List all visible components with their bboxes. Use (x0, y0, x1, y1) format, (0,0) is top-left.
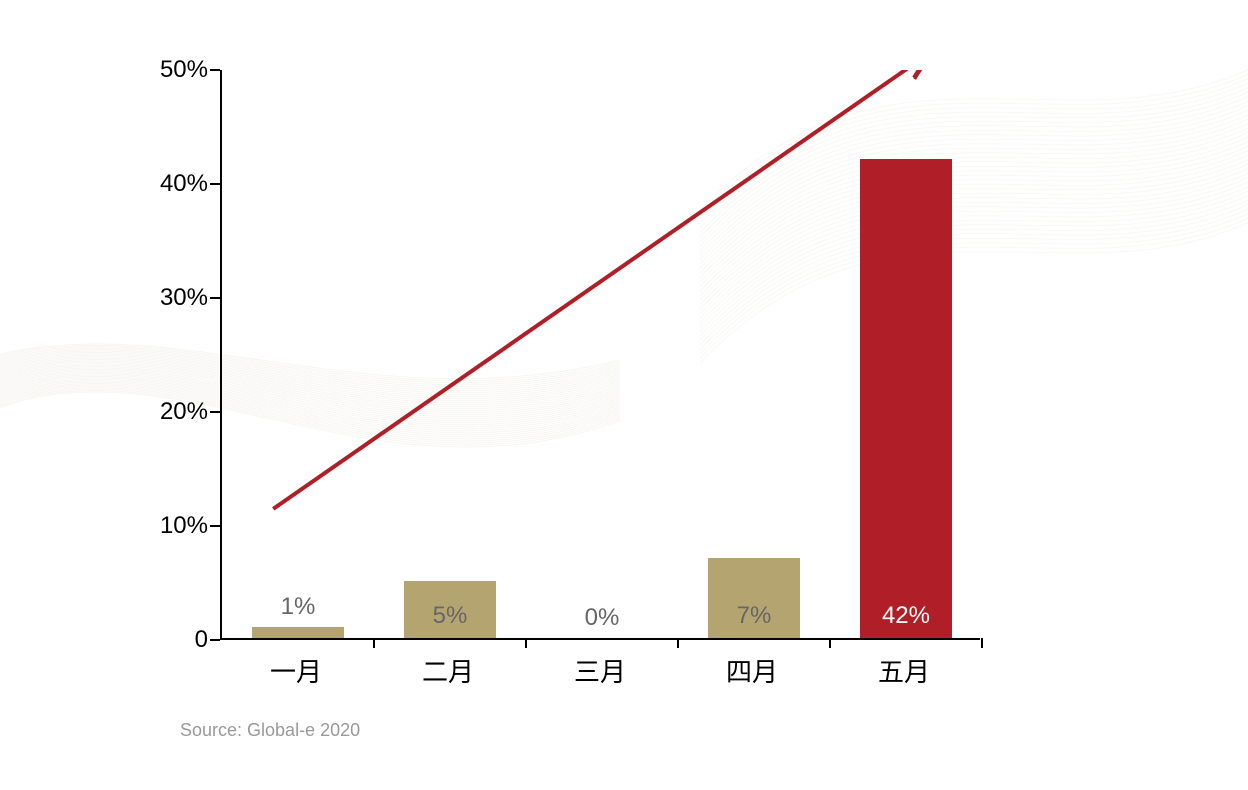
y-axis-label: 0 (148, 626, 208, 654)
y-axis-label: 50% (148, 56, 208, 84)
bar-value-label: 0% (556, 604, 647, 632)
x-tick (829, 638, 831, 648)
bar-chart: 1%5%0%7%42% 010%20%30%40%50%一月二月三月四月五月 (180, 70, 980, 670)
y-tick (210, 69, 220, 71)
x-axis-label: 五月 (878, 652, 930, 689)
bar-value-label: 1% (252, 593, 343, 621)
source-citation: Source: Global-e 2020 (180, 720, 360, 741)
plot-area: 1% 5% 0% 7% 42% (220, 70, 980, 640)
bar-value-label: 42% (860, 602, 951, 630)
y-axis-label: 40% (148, 170, 208, 198)
bar-value-label: 7% (708, 602, 799, 630)
bar: 42% (860, 159, 951, 638)
y-axis-label: 30% (148, 284, 208, 312)
bar-value-label: 5% (404, 602, 495, 630)
y-axis-label: 10% (148, 512, 208, 540)
x-axis-label: 三月 (574, 652, 626, 689)
y-tick (210, 525, 220, 527)
x-axis-label: 二月 (422, 652, 474, 689)
bar: 7% (708, 558, 799, 638)
x-tick (525, 638, 527, 648)
y-tick (210, 297, 220, 299)
x-tick (981, 638, 983, 648)
x-tick (373, 638, 375, 648)
x-axis-label: 一月 (270, 652, 322, 689)
y-tick (210, 411, 220, 413)
y-tick (210, 183, 220, 185)
bar: 5% (404, 581, 495, 638)
bar (252, 627, 343, 638)
y-axis-label: 20% (148, 398, 208, 426)
y-tick (210, 639, 220, 641)
x-tick (677, 638, 679, 648)
x-axis-label: 四月 (726, 652, 778, 689)
